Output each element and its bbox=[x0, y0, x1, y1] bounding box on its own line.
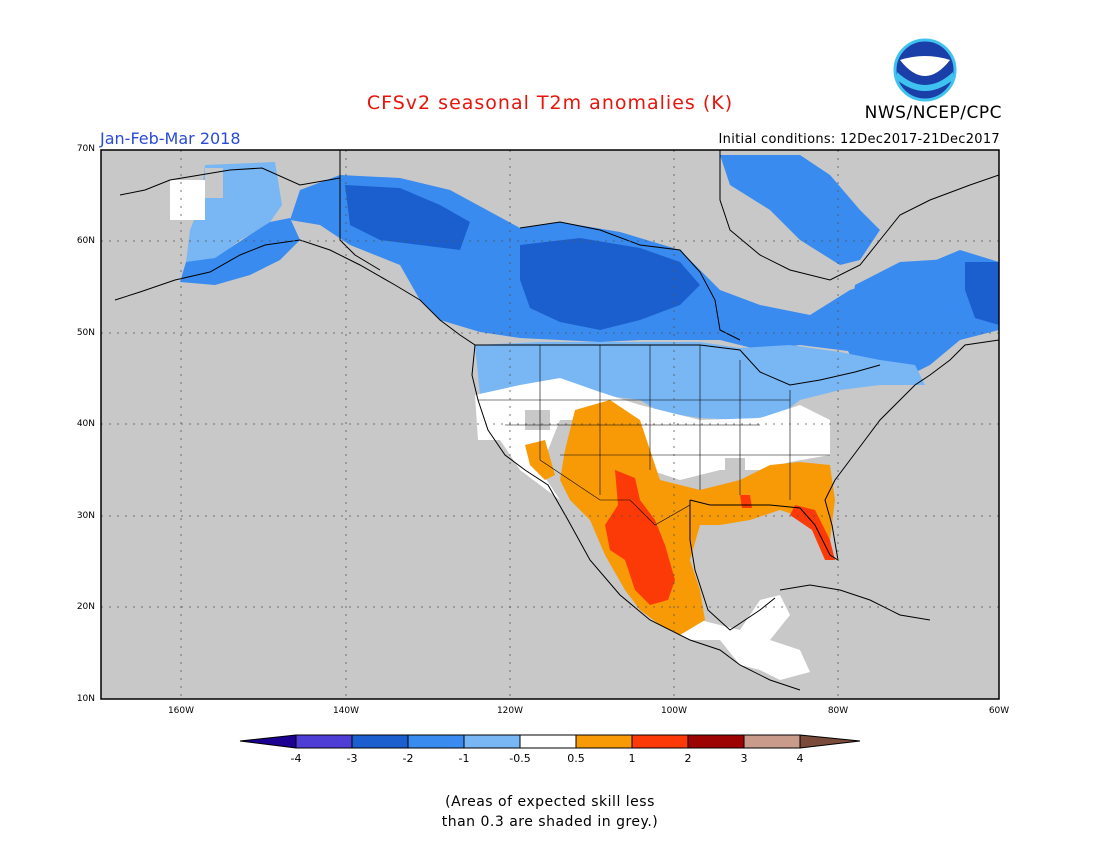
blue-region-labrador bbox=[720, 155, 880, 265]
lat-label: 30N bbox=[76, 511, 95, 521]
colorbar bbox=[239, 734, 861, 749]
noaa-logo bbox=[893, 38, 957, 102]
map-frame bbox=[100, 149, 1000, 700]
political-borders bbox=[478, 345, 830, 526]
lon-label: 160W bbox=[167, 706, 195, 716]
lat-label: 10N bbox=[76, 694, 95, 704]
colorbar-swatch bbox=[464, 735, 520, 748]
colorbar-swatch bbox=[632, 735, 688, 748]
red-region-florida bbox=[790, 505, 835, 560]
org-label: NWS/NCEP/CPC bbox=[864, 103, 1002, 123]
orange-region-southwest bbox=[560, 400, 835, 635]
red-region-gulf-coast bbox=[740, 495, 752, 508]
colorbar-swatch bbox=[744, 735, 800, 748]
coastlines bbox=[114, 150, 999, 691]
graticule bbox=[101, 150, 999, 699]
grey-patch-arkansas bbox=[725, 458, 745, 473]
colorbar-swatch bbox=[408, 735, 464, 748]
skill-note-line: (Areas of expected skill less bbox=[445, 794, 655, 810]
lon-label: 80W bbox=[827, 706, 849, 716]
lat-label: 40N bbox=[76, 419, 95, 429]
lat-label: 60N bbox=[76, 236, 95, 246]
lat-label: 20N bbox=[76, 602, 95, 612]
skill-note: (Areas of expected skill less than 0.3 a… bbox=[0, 792, 1100, 832]
colorbar-swatch bbox=[688, 735, 744, 748]
colorbar-label: -1 bbox=[458, 752, 470, 765]
colorbar-swatch bbox=[352, 735, 408, 748]
colorbar-swatch bbox=[576, 735, 632, 748]
colorbar-label: -0.5 bbox=[509, 752, 531, 765]
colorbar-label: 2 bbox=[684, 752, 692, 765]
lon-label: 60W bbox=[988, 706, 1010, 716]
colorbar-swatch bbox=[520, 735, 576, 748]
blue-region-alaska-south bbox=[180, 218, 300, 285]
red-region-mexico-north bbox=[605, 470, 675, 605]
white-region-mexico-south bbox=[660, 595, 810, 680]
colorbar-label: 1 bbox=[628, 752, 636, 765]
skill-note-line: than 0.3 are shaded in grey.) bbox=[441, 814, 659, 830]
map-title: CFSv2 seasonal T2m anomalies (K) bbox=[366, 92, 734, 114]
colorbar-arrow-right bbox=[800, 735, 860, 748]
lat-label: 70N bbox=[76, 144, 95, 154]
colorbar-label: -2 bbox=[402, 752, 414, 765]
colorbar-label: -3 bbox=[346, 752, 358, 765]
colorbar-label: 3 bbox=[740, 752, 748, 765]
colorbar-label: -4 bbox=[290, 752, 302, 765]
lon-label: 120W bbox=[496, 706, 524, 716]
lon-label: 140W bbox=[332, 706, 360, 716]
lat-label: 50N bbox=[76, 328, 95, 338]
grey-patch-alaska bbox=[205, 168, 223, 198]
grey-patch-great-basin bbox=[525, 410, 550, 430]
colorbar-arrow-left bbox=[240, 735, 296, 748]
initial-conditions-label: Initial conditions: 12Dec2017-21Dec2017 bbox=[718, 132, 1000, 147]
colorbar-label: 0.5 bbox=[567, 752, 585, 765]
white-patch-alaska-west bbox=[170, 180, 205, 220]
dark-blue-region-yukon bbox=[345, 185, 470, 250]
blue-region-quebec-east bbox=[845, 258, 999, 380]
colorbar-swatch bbox=[296, 735, 352, 748]
colorbar-label: 4 bbox=[796, 752, 804, 765]
dark-blue-region-atlantic bbox=[965, 262, 999, 325]
dark-blue-region-prairies bbox=[520, 238, 700, 330]
lon-label: 100W bbox=[660, 706, 688, 716]
season-label: Jan-Feb-Mar 2018 bbox=[100, 129, 241, 148]
